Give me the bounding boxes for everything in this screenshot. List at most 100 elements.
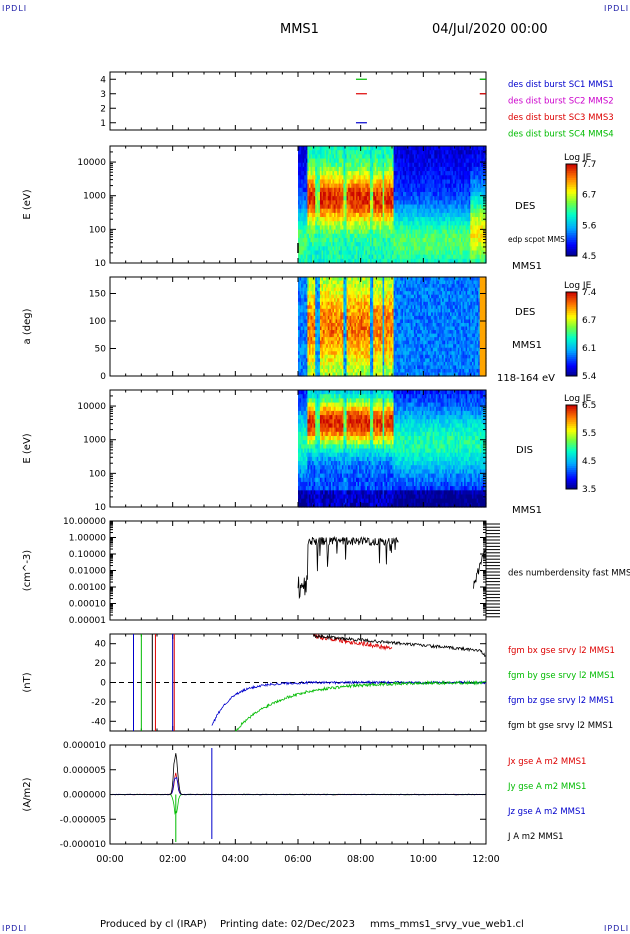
spectrogram-cell bbox=[334, 154, 337, 160]
spectrogram-cell bbox=[330, 250, 334, 256]
spectrogram-cell bbox=[446, 166, 449, 172]
spectrogram-cell bbox=[304, 354, 307, 359]
spectrogram-cell bbox=[379, 229, 382, 235]
spectrogram-cell bbox=[446, 250, 449, 256]
spectrogram-cell bbox=[305, 171, 308, 176]
spectrogram-cell bbox=[390, 204, 393, 210]
spectrogram-cell bbox=[426, 171, 429, 176]
spectrogram-cell bbox=[365, 175, 368, 181]
spectrogram-cell bbox=[326, 212, 329, 218]
spectrogram-cell bbox=[473, 191, 476, 197]
spectrogram-cell bbox=[399, 183, 402, 189]
spectrogram-cell bbox=[324, 221, 327, 226]
spectrogram-cell bbox=[346, 233, 349, 239]
spectrogram-cell bbox=[351, 171, 354, 176]
spectrogram-cell bbox=[454, 208, 457, 214]
spectrogram-cell bbox=[366, 212, 370, 218]
spectrogram-cell bbox=[470, 212, 473, 218]
spectrogram-cell bbox=[315, 221, 318, 226]
spectrogram-cell bbox=[312, 322, 315, 328]
spectrogram-cell bbox=[370, 246, 373, 252]
spectrogram-cell bbox=[460, 146, 464, 151]
spectrogram-cell bbox=[359, 196, 362, 201]
spectrogram-cell bbox=[468, 175, 471, 181]
spectrogram-cell bbox=[464, 183, 467, 189]
spectrogram-cell bbox=[390, 158, 393, 164]
spectrogram-cell bbox=[453, 166, 456, 172]
spectrogram-cell bbox=[319, 166, 323, 172]
spectrogram-cell bbox=[432, 246, 435, 252]
spectrogram-cell bbox=[460, 171, 464, 176]
spectrogram-cell bbox=[451, 191, 454, 197]
spectrogram-cell bbox=[470, 162, 473, 168]
spectrogram-cell bbox=[359, 162, 362, 168]
spectrogram-cell bbox=[343, 225, 346, 231]
spectrogram-cell bbox=[439, 237, 442, 243]
spectrogram-cell bbox=[318, 191, 321, 197]
spectrogram-cell bbox=[426, 242, 429, 247]
spectrogram-cell bbox=[434, 162, 437, 168]
spectrogram-cell bbox=[445, 183, 448, 189]
spectrogram-cell bbox=[381, 225, 384, 231]
spectrogram-cell bbox=[387, 150, 390, 155]
spectrogram-cell bbox=[402, 221, 406, 226]
spectrogram-cell bbox=[299, 330, 302, 335]
spectrogram-cell bbox=[323, 246, 326, 252]
spectrogram-cell bbox=[473, 200, 476, 206]
spectrogram-cell bbox=[316, 204, 319, 210]
spectrogram-cell bbox=[395, 208, 398, 214]
spectrogram-cell bbox=[327, 171, 330, 176]
spectrogram-cell bbox=[305, 354, 308, 359]
spectrogram-cell bbox=[312, 225, 315, 231]
spectrogram-cell bbox=[307, 294, 310, 299]
spectrogram-cell bbox=[415, 233, 418, 239]
spectrogram-cell bbox=[374, 237, 377, 243]
spectrogram-cell bbox=[434, 146, 437, 151]
spectrogram-cell bbox=[387, 258, 390, 264]
spectrogram-cell bbox=[302, 225, 305, 231]
spectrogram-cell bbox=[355, 179, 359, 185]
spectrogram-cell bbox=[417, 221, 420, 226]
spectrogram-cell bbox=[298, 154, 301, 160]
spectrogram-cell bbox=[349, 166, 352, 172]
spectrogram-cell bbox=[304, 242, 307, 247]
spectrogram-cell bbox=[478, 225, 481, 231]
spectrogram-cell bbox=[393, 158, 396, 164]
spectrogram-cell bbox=[385, 162, 388, 168]
spectrogram-cell bbox=[457, 171, 460, 176]
spectrogram-cell bbox=[418, 204, 421, 210]
spectrogram-cell bbox=[359, 229, 362, 235]
spectrogram-cell bbox=[412, 237, 415, 243]
spectrogram-cell bbox=[315, 250, 318, 256]
spectrogram-cell bbox=[313, 354, 316, 359]
spectrogram-cell bbox=[401, 179, 404, 185]
spectrogram-cell bbox=[302, 305, 305, 310]
spectrogram-cell bbox=[312, 246, 315, 252]
spectrogram-cell bbox=[454, 183, 457, 189]
spectrogram-cell bbox=[435, 150, 439, 155]
spectrogram-cell bbox=[305, 179, 308, 185]
spectrogram-cell bbox=[453, 158, 456, 164]
spectrogram-cell bbox=[420, 242, 423, 247]
spectrogram-cell bbox=[460, 150, 464, 155]
spectrogram-cell bbox=[451, 254, 454, 260]
spectrogram-cell bbox=[418, 233, 421, 239]
spectrogram-cell bbox=[310, 175, 313, 181]
spectrogram-cell bbox=[442, 208, 445, 214]
spectrogram-cell bbox=[312, 333, 315, 338]
spectrogram-cell bbox=[456, 175, 459, 181]
spectrogram-cell bbox=[421, 175, 424, 181]
spectrogram-cell bbox=[473, 237, 476, 243]
spectrogram-cell bbox=[305, 237, 308, 243]
spectrogram-cell bbox=[440, 171, 443, 176]
y-axis-label: E (eV) bbox=[22, 189, 33, 219]
spectrogram-cell bbox=[382, 237, 385, 243]
spectrogram-cell bbox=[377, 208, 381, 214]
spectrogram-cell bbox=[401, 258, 404, 264]
spectrogram-cell bbox=[330, 162, 334, 168]
spectrogram-cell bbox=[465, 242, 468, 247]
spectrogram-cell bbox=[299, 284, 302, 289]
spectrogram-cell bbox=[467, 200, 470, 206]
spectrogram-cell bbox=[302, 204, 305, 210]
spectrogram-cell bbox=[340, 166, 343, 172]
